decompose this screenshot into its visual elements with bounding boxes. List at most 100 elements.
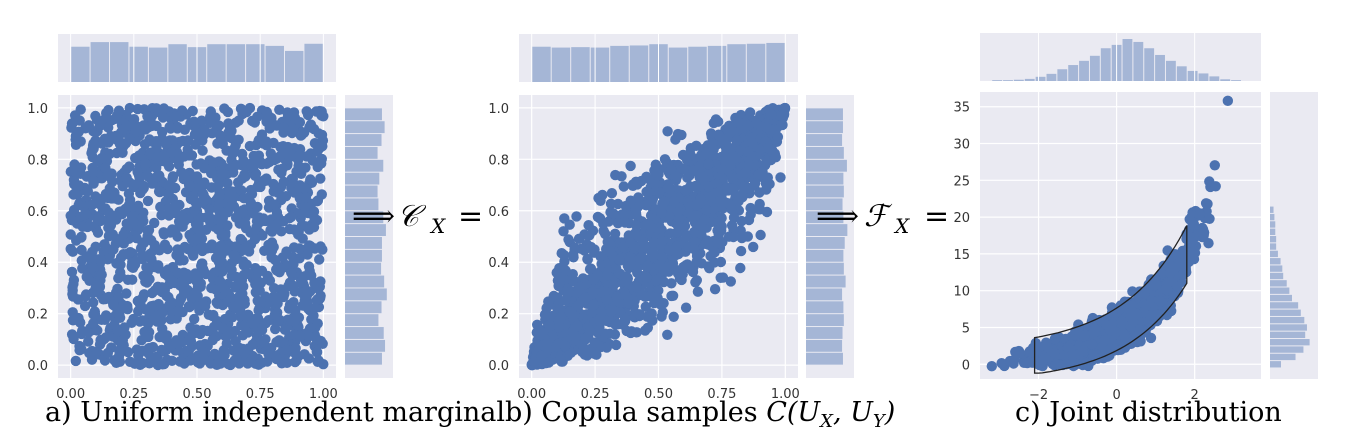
scatter-point [763,142,774,154]
marginal-y-bar [345,198,379,211]
marginal-y-bar [806,339,843,352]
scatter-point [654,187,665,198]
scatter-point [283,303,295,314]
scatter-point [128,216,139,228]
scatter-point [655,299,666,310]
scatter-point [632,179,643,190]
scatter-point [315,173,326,184]
marginal-y-bar [806,327,843,339]
scatter-point [680,302,692,313]
scatter-point [157,359,168,370]
chart-a: 0.00 0.25 0.50 0.75 1.000.00.20.40.60.81.0 [27,34,393,402]
scatter-point [288,124,299,135]
scatter-point [986,361,997,372]
scatter-point [113,292,124,303]
scatter-point [559,213,570,224]
scatter-point [88,297,99,308]
marginal-x-bar [532,46,551,82]
scatter-point [71,167,82,179]
scatter-point [619,316,631,327]
scatter-point [642,322,653,333]
scatter-point [568,310,579,321]
scatter-point [238,244,249,255]
marginal-y-bar [806,314,844,327]
scatter-point [118,229,129,240]
scatter-point-outlier [1222,95,1234,107]
scatter-point [727,150,739,162]
scatter-point [770,152,781,163]
scatter-point [726,220,738,231]
scatter-point [165,296,177,308]
scatter-point [656,207,667,219]
scatter-point [685,150,696,161]
scatter-point [213,224,224,235]
scatter-point [657,235,668,247]
scatter-point [250,279,261,290]
scatter-point [139,326,150,338]
scatter-point [67,307,78,318]
marginal-x-bar [304,43,323,82]
scatter-point [621,325,632,337]
scatter-point [222,220,233,231]
arrow-1: ⟹ [352,199,395,234]
scatter-point [197,258,208,269]
scatter-point [253,359,264,370]
scatter-point [258,175,270,186]
scatter-point [301,106,312,117]
scatter-point [66,329,78,340]
scatter-point [253,135,264,147]
scatter-point [184,181,195,192]
scatter-point [243,268,254,280]
marginal-x-bar [1231,80,1241,81]
marginal-y-bar [806,172,844,185]
scatter-point [241,345,253,356]
scatter-point [283,280,294,292]
scatter-point [158,229,170,240]
x-tick-label: 1.00 [771,387,800,402]
marginal-y-bar [1270,346,1304,353]
scatter-point [311,347,323,358]
scatter-point [625,195,636,206]
scatter-point [690,277,701,288]
scatter-point [666,164,677,175]
scatter-point [599,328,611,339]
scatter-point [170,111,181,122]
x-tick-label: 2 [1191,388,1199,403]
scatter-point [226,186,237,197]
scatter-point [305,119,317,130]
scatter-point [563,287,574,298]
scatter-point [113,273,124,284]
chart-c-points [986,95,1234,372]
scatter-point [251,268,262,279]
scatter-point [176,336,188,348]
scatter-point [536,350,547,362]
scatter-point [204,356,215,367]
marginal-x-bar [284,50,304,82]
marginal-y-bar [1270,287,1290,294]
marginal-y-bar [1270,221,1276,228]
scatter-point [262,270,273,282]
scatter-point [602,236,613,248]
marginal-y-bar [1270,331,1306,339]
scatter-point [1158,260,1169,271]
marginal-y-bar [806,211,844,224]
scatter-point [214,276,226,287]
marginal-y-bar [345,262,382,275]
scatter-point [1061,359,1072,370]
scatter-point [619,217,631,228]
scatter-point [96,152,108,164]
scatter-point [601,342,612,353]
scatter-point [1194,209,1205,220]
copula-subscript: X [429,214,446,238]
scatter-point [308,206,320,217]
scatter-point [117,181,128,192]
marginal-x-bar [1024,78,1035,81]
scatter-point [122,346,134,358]
scatter-point [86,354,98,365]
scatter-point [622,298,634,309]
x-tick-label: 0.50 [183,387,212,402]
scatter-point [142,195,154,207]
scatter-point [1187,217,1198,228]
marginal-y-bar [806,159,847,172]
scatter-point [672,128,684,140]
